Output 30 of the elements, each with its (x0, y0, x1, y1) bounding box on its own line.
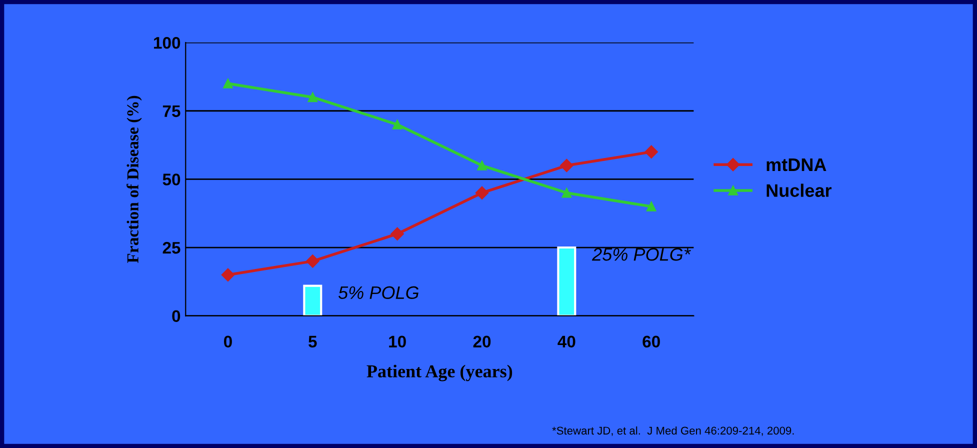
x-tick-label: 10 (389, 336, 406, 348)
y-tick-label: 50 (162, 174, 180, 186)
y-tick-label: 75 (162, 105, 180, 118)
y-tick-label: 0 (172, 310, 180, 322)
y-tick-label: 100 (154, 36, 180, 49)
y-tick-label: 25 (162, 242, 180, 254)
point (562, 188, 572, 198)
point (646, 202, 656, 212)
point (392, 120, 402, 130)
point (390, 227, 404, 240)
point (475, 186, 489, 200)
legend-label: Nuclear (766, 184, 832, 197)
point (560, 158, 574, 172)
x-tick-label: 20 (473, 336, 491, 348)
point (223, 78, 233, 88)
legend-label: mtDNA (766, 158, 826, 172)
point (644, 145, 658, 158)
x-tick-label: 5 (308, 336, 317, 348)
point (221, 268, 235, 282)
x-tick-label: 60 (642, 336, 660, 348)
point (477, 160, 487, 170)
x-tick-label: 40 (558, 336, 576, 348)
x-tick-label: 0 (224, 336, 232, 348)
annotation: 5% POLG (338, 286, 419, 300)
text: *Stewart JD, et al. J Med Gen 46:209-214, 2009. (552, 426, 794, 436)
point (308, 92, 318, 102)
x-axis-title: Patient Age (years) (366, 364, 512, 382)
point (306, 254, 320, 268)
annotation: 25% POLG* (592, 248, 691, 261)
y-axis-title: Fraction of Disease (%) (126, 96, 142, 263)
